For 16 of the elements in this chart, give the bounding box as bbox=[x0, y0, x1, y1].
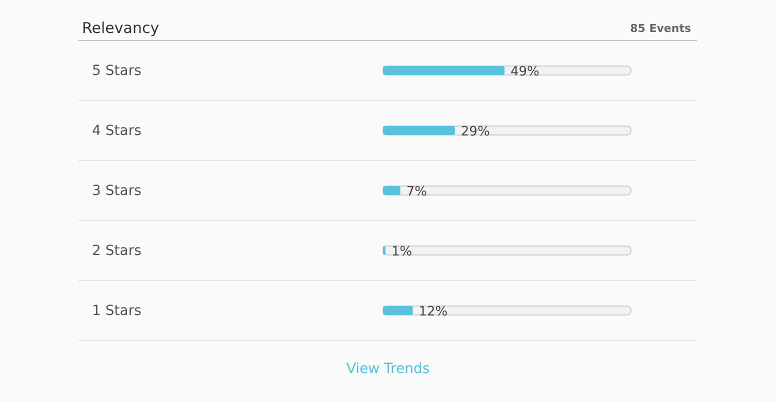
bar bbox=[383, 306, 413, 315]
data-label: 1% bbox=[391, 244, 412, 260]
y-tick-label: 1 Stars bbox=[92, 303, 142, 319]
text: View Trends bbox=[345, 361, 431, 377]
y-tick-label: 4 Stars bbox=[92, 123, 142, 139]
y-tick-label: 3 Stars bbox=[92, 183, 142, 199]
y-tick-label: 2 Stars bbox=[92, 243, 142, 259]
text: Relevancy bbox=[82, 19, 160, 37]
bar bbox=[383, 126, 455, 135]
text: 85 Events bbox=[630, 22, 691, 35]
y-tick-label: 5 Stars bbox=[92, 63, 142, 79]
data-label: 7% bbox=[406, 184, 427, 200]
data-label: 12% bbox=[418, 304, 448, 320]
bar bbox=[383, 186, 400, 195]
data-label: 49% bbox=[510, 64, 540, 80]
data-label: 29% bbox=[460, 124, 490, 140]
